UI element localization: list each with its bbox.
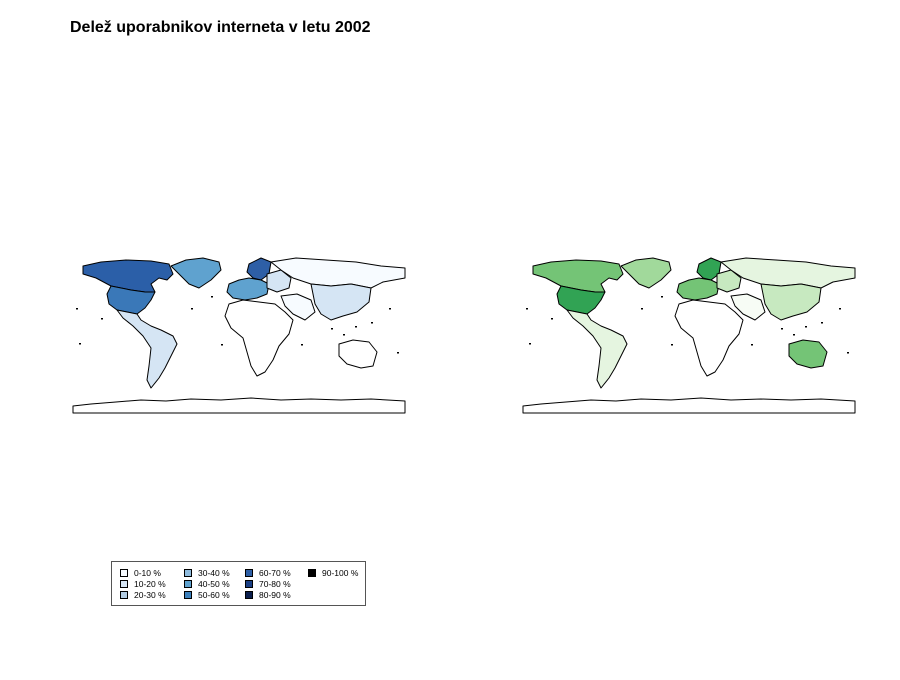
island-mark — [821, 322, 823, 324]
island-mark — [301, 344, 303, 346]
region-middle-east — [280, 293, 316, 321]
island-mark — [355, 326, 357, 328]
island-mark — [397, 352, 399, 354]
legend-label: 30-40 % — [198, 567, 230, 578]
legend-label: 40-50 % — [198, 578, 230, 589]
region-europe-nordic — [696, 257, 722, 281]
island-mark — [371, 322, 373, 324]
island-mark — [343, 334, 345, 336]
region-antarctica — [72, 397, 406, 414]
legend-label: 20-30 % — [134, 589, 166, 600]
legend-swatch — [308, 568, 316, 577]
island-mark — [389, 308, 391, 310]
region-europe-nordic — [246, 257, 272, 281]
legend-swatch — [120, 568, 128, 577]
island-mark — [79, 343, 81, 345]
region-middle-east — [730, 293, 766, 321]
region-europe-west — [226, 277, 270, 301]
legend-item: 60-70 % — [245, 567, 291, 578]
island-mark — [671, 344, 673, 346]
island-mark — [793, 334, 795, 336]
legend-item: 70-80 % — [245, 578, 291, 589]
legend-swatch — [120, 579, 128, 588]
region-north-america — [82, 259, 174, 293]
legend-label: 90-100 % — [322, 567, 359, 578]
legend-swatch — [184, 568, 192, 577]
island-mark — [101, 318, 103, 320]
legend-item: 20-30 % — [120, 589, 166, 600]
legend-swatch — [120, 590, 128, 599]
legend-label: 10-20 % — [134, 578, 166, 589]
island-mark — [331, 328, 333, 330]
legend-swatch — [245, 590, 253, 599]
island-mark — [641, 308, 643, 310]
region-africa — [674, 299, 744, 377]
legend-item: 50-60 % — [184, 589, 230, 600]
region-east-asia — [760, 283, 822, 321]
region-greenland — [620, 257, 672, 289]
legend: 0-10 % 10-20 % 20-30 % 30-40 % 40-50 % 5… — [111, 561, 366, 606]
world-map-green — [521, 248, 857, 414]
island-mark — [805, 326, 807, 328]
world-map-svg — [522, 257, 856, 414]
legend-item: 10-20 % — [120, 578, 166, 589]
region-east-asia — [310, 283, 372, 321]
legend-swatch — [245, 579, 253, 588]
region-russia-asia — [720, 257, 856, 289]
region-africa — [224, 299, 294, 377]
island-mark — [76, 308, 78, 310]
world-map-blue — [71, 248, 407, 414]
region-australia — [338, 339, 378, 369]
region-europe-west — [676, 277, 720, 301]
island-mark — [751, 344, 753, 346]
legend-item: 90-100 % — [308, 567, 358, 578]
legend-label: 60-70 % — [259, 567, 291, 578]
island-mark — [661, 296, 663, 298]
legend-swatch — [245, 568, 253, 577]
island-mark — [211, 296, 213, 298]
legend-item: 0-10 % — [120, 567, 166, 578]
world-map-svg — [72, 257, 406, 414]
island-mark — [191, 308, 193, 310]
island-mark — [551, 318, 553, 320]
island-mark — [847, 352, 849, 354]
island-mark — [526, 308, 528, 310]
region-north-america — [532, 259, 624, 293]
island-mark — [529, 343, 531, 345]
region-antarctica — [522, 397, 856, 414]
legend-label: 80-90 % — [259, 589, 291, 600]
region-greenland — [170, 257, 222, 289]
legend-item: 30-40 % — [184, 567, 230, 578]
legend-swatch — [184, 590, 192, 599]
region-australia — [788, 339, 828, 369]
legend-label: 50-60 % — [198, 589, 230, 600]
region-usa — [556, 285, 606, 315]
legend-label: 70-80 % — [259, 578, 291, 589]
region-latin-america — [116, 309, 178, 389]
legend-swatch — [184, 579, 192, 588]
island-mark — [221, 344, 223, 346]
region-latin-america — [566, 309, 628, 389]
region-russia-asia — [270, 257, 406, 289]
legend-label: 0-10 % — [134, 567, 161, 578]
island-mark — [781, 328, 783, 330]
chart-title: Delež uporabnikov interneta v letu 2002 — [70, 19, 371, 36]
legend-item: 40-50 % — [184, 578, 230, 589]
legend-item: 80-90 % — [245, 589, 291, 600]
island-mark — [839, 308, 841, 310]
region-usa — [106, 285, 156, 315]
